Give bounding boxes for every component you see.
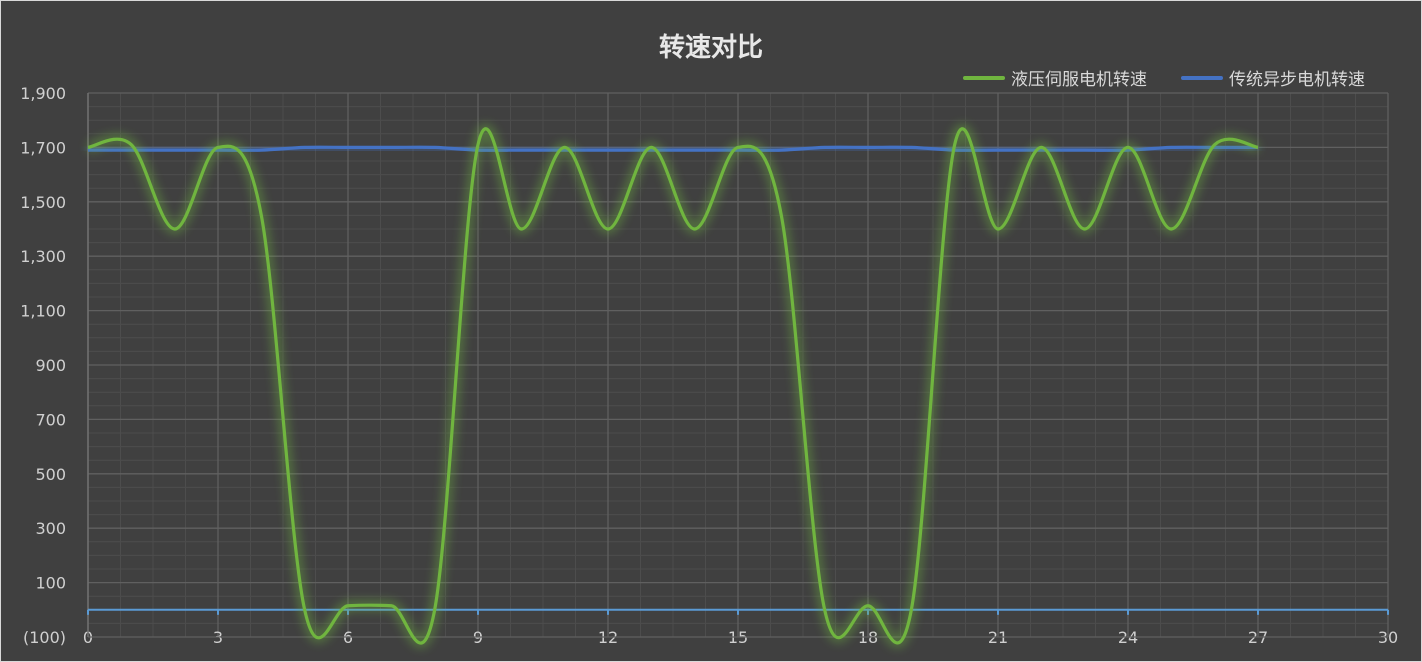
legend-swatch — [963, 75, 1005, 80]
y-tick-label: 900 — [35, 356, 66, 375]
series-line-0 — [87, 127, 1259, 645]
legend-item-hydraulic[interactable]: 液压伺服电机转速 — [963, 65, 1147, 90]
legend-label: 传统异步电机转速 — [1229, 70, 1365, 90]
y-tick-label: 1,700 — [20, 138, 66, 157]
legend: 液压伺服电机转速 传统异步电机转速 — [963, 65, 1365, 90]
y-tick-label: 1,500 — [20, 193, 66, 212]
y-tick-label: (100) — [23, 628, 66, 647]
y-tick-label: 700 — [35, 410, 66, 429]
y-tick-label: 100 — [35, 574, 66, 593]
y-tick-label: 300 — [35, 519, 66, 538]
legend-label: 液压伺服电机转速 — [1011, 70, 1147, 90]
y-tick-label: 1,900 — [20, 84, 66, 103]
series-line-1 — [88, 145, 1258, 152]
legend-item-async[interactable]: 传统异步电机转速 — [1181, 65, 1365, 90]
chart-title: 转速对比 — [658, 33, 763, 63]
y-tick-label: 1,100 — [20, 302, 66, 321]
legend-swatch — [1181, 75, 1223, 80]
y-tick-label: 500 — [35, 465, 66, 484]
y-tick-label: 1,300 — [20, 247, 66, 266]
